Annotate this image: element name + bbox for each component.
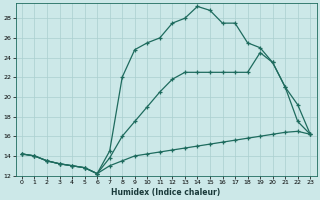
- X-axis label: Humidex (Indice chaleur): Humidex (Indice chaleur): [111, 188, 221, 197]
